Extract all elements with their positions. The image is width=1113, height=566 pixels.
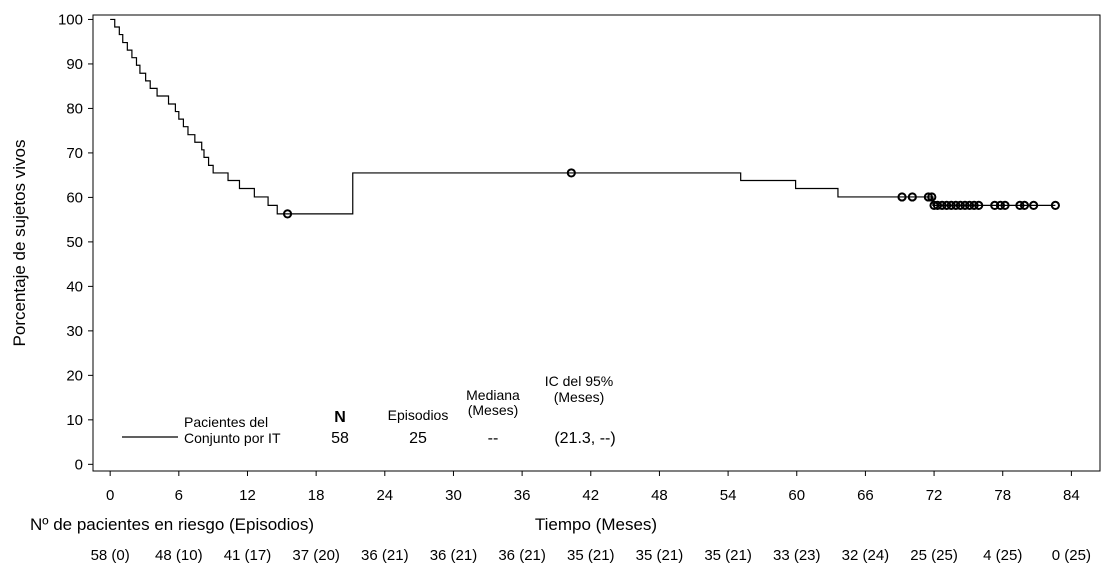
y-tick-label: 40 bbox=[66, 278, 83, 295]
x-tick-label: 78 bbox=[994, 487, 1011, 504]
x-tick-label: 66 bbox=[857, 487, 874, 504]
x-tick-label: 42 bbox=[582, 487, 599, 504]
y-tick-label: 80 bbox=[66, 100, 83, 117]
legend-col-ci-1: IC del 95% bbox=[545, 373, 613, 389]
x-tick-label: 18 bbox=[308, 487, 325, 504]
y-tick-label: 30 bbox=[66, 323, 83, 340]
censor-mark bbox=[282, 209, 293, 219]
censor-mark bbox=[964, 200, 975, 211]
censor-mark bbox=[897, 192, 907, 202]
x-tick-label: 6 bbox=[175, 487, 183, 504]
legend-label-line2: Conjunto por IT bbox=[184, 430, 281, 446]
risk-count: 58 (0) bbox=[91, 547, 130, 564]
x-tick-label: 48 bbox=[651, 487, 668, 504]
plot-frame bbox=[92, 14, 1101, 472]
risk-count: 36 (21) bbox=[361, 547, 409, 564]
censor-mark bbox=[932, 200, 943, 211]
censor-mark bbox=[1000, 200, 1010, 211]
censor-mark bbox=[566, 168, 576, 178]
legend-col-events: Episodios bbox=[388, 407, 449, 423]
legend-value-median: -- bbox=[488, 430, 499, 447]
survival-curve bbox=[110, 18, 1056, 215]
legend-value-n: 58 bbox=[331, 430, 349, 447]
censor-mark bbox=[923, 192, 933, 202]
x-tick-label: 60 bbox=[788, 487, 805, 504]
x-tick-label: 72 bbox=[926, 487, 943, 504]
x-tick-label: 24 bbox=[376, 487, 393, 504]
risk-count: 41 (17) bbox=[224, 547, 272, 564]
censor-mark bbox=[907, 192, 917, 202]
censor-mark bbox=[990, 200, 1000, 211]
risk-table-title: Nº de pacientes en riesgo (Episodios) bbox=[30, 515, 314, 534]
censor-mark bbox=[946, 200, 956, 211]
censor-mark bbox=[1050, 200, 1060, 211]
censor-mark bbox=[951, 200, 961, 211]
x-tick-label: 12 bbox=[239, 487, 256, 504]
y-tick-label: 100 bbox=[58, 11, 83, 28]
y-tick-label: 70 bbox=[66, 145, 83, 162]
censor-mark bbox=[1019, 200, 1030, 211]
legend-col-ci-2: (Meses) bbox=[554, 389, 605, 405]
censor-mark bbox=[1029, 200, 1039, 211]
censor-mark bbox=[1015, 200, 1025, 211]
series-layer bbox=[110, 18, 1056, 215]
risk-count: 4 (25) bbox=[983, 547, 1022, 564]
legend-value-events: 25 bbox=[409, 430, 427, 447]
y-tick-label: 20 bbox=[66, 367, 83, 384]
x-tick-label: 54 bbox=[720, 487, 737, 504]
risk-count: 32 (24) bbox=[842, 547, 890, 564]
risk-table-row: 58 (0) 48 (10) 41 (17) 37 (20) 36 (21) 36 (21… bbox=[91, 547, 1091, 564]
y-tick-label: 0 bbox=[75, 456, 83, 473]
legend: Pacientes del Conjunto por IT N Episodio… bbox=[122, 373, 616, 447]
risk-count: 35 (21) bbox=[704, 547, 752, 564]
x-tick-label: 84 bbox=[1063, 487, 1080, 504]
risk-count: 25 (25) bbox=[910, 547, 958, 564]
legend-col-median-1: Mediana bbox=[466, 387, 520, 403]
risk-count: 0 (25) bbox=[1052, 547, 1091, 564]
legend-col-n: N bbox=[334, 409, 346, 426]
risk-count: 35 (21) bbox=[567, 547, 615, 564]
y-tick-label: 50 bbox=[66, 234, 83, 251]
y-axis-title: Porcentaje de sujetos vivos bbox=[10, 140, 29, 347]
y-axis: 0 10 20 30 40 50 60 70 80 90 100 bbox=[58, 11, 93, 473]
censor-mark bbox=[937, 200, 947, 211]
y-tick-label: 60 bbox=[66, 189, 83, 206]
censor-mark bbox=[969, 200, 979, 211]
risk-count: 36 (21) bbox=[430, 547, 478, 564]
censor-marks bbox=[282, 168, 1060, 219]
censor-mark bbox=[960, 200, 970, 211]
y-tick-label: 90 bbox=[66, 56, 83, 73]
censor-mark bbox=[995, 200, 1006, 211]
x-axis-title: Tiempo (Meses) bbox=[535, 515, 657, 534]
y-tick-label: 10 bbox=[66, 412, 83, 429]
legend-label-line1: Pacientes del bbox=[184, 414, 268, 430]
x-tick-label: 30 bbox=[445, 487, 462, 504]
risk-count: 37 (20) bbox=[292, 547, 340, 564]
risk-count: 48 (10) bbox=[155, 547, 203, 564]
legend-col-median-2: (Meses) bbox=[468, 402, 519, 418]
x-axis: 0 6 12 18 24 30 36 42 48 54 60 66 72 78 84 bbox=[106, 471, 1080, 504]
censor-mark bbox=[955, 200, 965, 211]
x-tick-label: 0 bbox=[106, 487, 114, 504]
censor-mark bbox=[942, 200, 952, 211]
risk-count: 35 (21) bbox=[636, 547, 684, 564]
censor-mark bbox=[974, 200, 984, 211]
legend-value-ci: (21.3, --) bbox=[554, 430, 615, 447]
x-tick-label: 36 bbox=[514, 487, 531, 504]
risk-count: 36 (21) bbox=[498, 547, 546, 564]
censor-mark bbox=[927, 192, 937, 202]
risk-count: 33 (23) bbox=[773, 547, 821, 564]
